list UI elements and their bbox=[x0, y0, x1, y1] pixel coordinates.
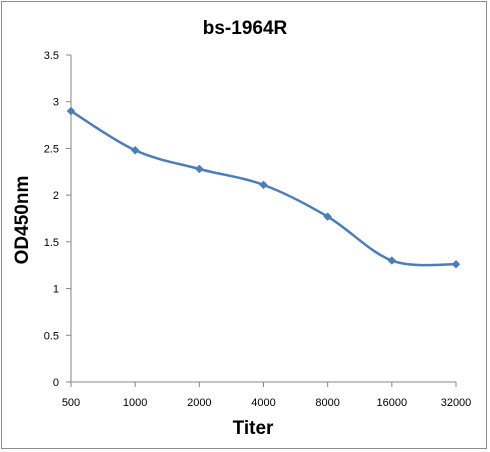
y-axis: 0 0.5 1 1.5 2 2.5 3 3.5 bbox=[44, 50, 72, 389]
data-point-marker bbox=[387, 256, 397, 265]
x-axis: 500 1000 2000 4000 8000 16000 32000 bbox=[62, 381, 472, 409]
y-tick-label: 0 bbox=[53, 377, 59, 389]
data-point-marker bbox=[194, 164, 204, 174]
y-tick-label: 0.5 bbox=[44, 330, 59, 342]
x-tick-label: 2000 bbox=[187, 397, 211, 409]
y-tick-label: 2 bbox=[53, 190, 59, 202]
data-series bbox=[66, 106, 461, 269]
x-tick-label: 1000 bbox=[123, 397, 147, 409]
data-point-marker bbox=[130, 145, 140, 155]
y-tick-label: 3.5 bbox=[44, 50, 59, 62]
y-tick-label: 3 bbox=[53, 97, 59, 109]
data-point-marker bbox=[323, 212, 333, 221]
x-axis-title: Titer bbox=[233, 418, 274, 439]
x-tick-label: 8000 bbox=[315, 397, 339, 409]
x-tick-label: 500 bbox=[62, 397, 80, 409]
chart-title: bs-1964R bbox=[203, 18, 288, 39]
x-tick-label: 16000 bbox=[377, 397, 408, 409]
x-tick-label: 32000 bbox=[441, 397, 472, 409]
data-point-marker bbox=[451, 259, 461, 269]
y-tick-label: 1.5 bbox=[44, 237, 59, 249]
x-tick-label: 4000 bbox=[251, 397, 275, 409]
data-point-marker bbox=[66, 106, 76, 116]
data-point-marker bbox=[259, 180, 268, 190]
y-tick-label: 1 bbox=[53, 284, 59, 296]
y-axis-title: OD450nm bbox=[12, 176, 33, 265]
y-tick-label: 2.5 bbox=[44, 143, 59, 155]
